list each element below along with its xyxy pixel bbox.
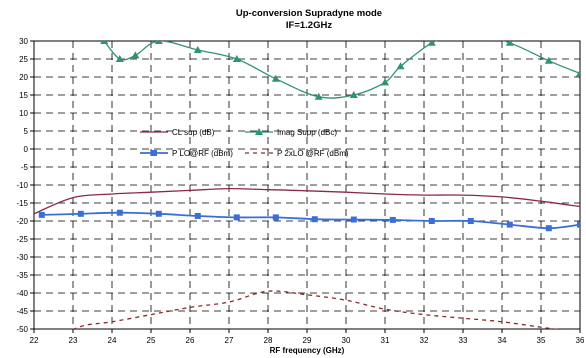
square-marker	[350, 216, 357, 223]
x-tick-label: 31	[381, 336, 390, 345]
legend-label: CL sup (dB)	[172, 128, 215, 137]
triangle-marker	[381, 78, 389, 86]
x-tick-label: 22	[30, 336, 39, 345]
triangle-marker	[193, 46, 202, 53]
y-tick-label: 25	[19, 55, 28, 64]
y-tick-label: -45	[16, 307, 28, 316]
square-marker	[545, 225, 552, 232]
y-tick-label: -50	[16, 325, 28, 334]
x-tick-label: 33	[459, 336, 468, 345]
triangle-marker	[396, 62, 405, 70]
x-tick-label: 30	[342, 336, 351, 345]
x-tick-label: 28	[264, 336, 273, 345]
x-tick-label: 25	[147, 336, 156, 345]
triangle-marker	[271, 74, 280, 82]
triangle-marker	[544, 56, 553, 64]
legend-item: Imag Supp (dBc)	[245, 128, 337, 137]
series-group	[34, 187, 580, 215]
legend-label: Imag Supp (dBc)	[277, 128, 337, 137]
series-group	[502, 41, 580, 77]
gridlines	[34, 41, 580, 329]
legend-item: P LO@RF (dBm)	[140, 149, 233, 158]
legend-item: CL sup (dB)	[140, 128, 215, 137]
series-group	[100, 41, 438, 100]
legend-label: P 2xLO @RF (dBm)	[277, 149, 349, 158]
series-line	[502, 41, 580, 75]
x-axis: 22 23 24 25 26 27 28 29 30 31 32 33 34 35 36	[30, 329, 585, 345]
series-group	[38, 209, 580, 232]
y-tick-label: -30	[16, 253, 28, 262]
triangle-marker	[232, 55, 241, 62]
chart-title: Up-conversion Supradyne mode	[236, 8, 382, 19]
x-tick-label: 35	[537, 336, 546, 345]
triangle-marker	[154, 41, 163, 44]
triangle-marker	[349, 91, 358, 98]
square-marker	[233, 214, 240, 221]
x-tick-label: 26	[186, 336, 195, 345]
y-tick-label: -15	[16, 199, 28, 208]
series-layer	[34, 41, 580, 329]
y-tick-label: 5	[24, 127, 29, 136]
y-tick-label: -35	[16, 271, 28, 280]
y-tick-label: 20	[19, 73, 28, 82]
x-tick-label: 24	[108, 336, 117, 345]
y-tick-label: -20	[16, 217, 28, 226]
y-tick-label: 30	[19, 37, 28, 46]
square-marker	[311, 216, 318, 223]
series-line	[72, 290, 559, 329]
y-tick-label: -25	[16, 235, 28, 244]
x-tick-label: 36	[576, 336, 585, 345]
series-line	[103, 41, 438, 99]
legend-item: P 2xLO @RF (dBm)	[245, 149, 349, 158]
triangle-marker	[427, 41, 436, 46]
square-marker	[77, 210, 84, 217]
square-marker	[389, 216, 396, 223]
x-tick-label: 29	[303, 336, 312, 345]
x-tick-label: 27	[225, 336, 234, 345]
legend: CL sup (dB) Imag Supp (dBc) P LO@RF (dBm) P…	[140, 128, 349, 158]
y-tick-label: -10	[16, 181, 28, 190]
triangle-marker	[100, 41, 109, 44]
x-tick-label: 32	[420, 336, 429, 345]
triangle-marker	[505, 41, 514, 46]
x-tick-label: 23	[69, 336, 78, 345]
triangle-marker	[131, 51, 140, 59]
x-axis-label: RF frequency (GHz)	[270, 346, 345, 355]
square-marker	[194, 212, 201, 219]
square-marker	[506, 221, 513, 228]
y-tick-label: -5	[21, 163, 29, 172]
y-tick-label: -40	[16, 289, 28, 298]
x-tick-label: 34	[498, 336, 507, 345]
series-group	[72, 290, 559, 329]
y-axis: 30 25 20 15 10 5 0 -5 -10 -15 -20 -25 -30 -35 -40 -45 -5…	[16, 37, 34, 334]
series-line	[34, 187, 580, 215]
chart-subtitle: IF=1.2GHz	[286, 20, 332, 31]
y-tick-label: 10	[19, 109, 28, 118]
legend-label: P LO@RF (dBm)	[172, 149, 233, 158]
triangle-marker	[314, 92, 323, 100]
y-tick-label: 15	[19, 91, 28, 100]
square-marker	[428, 218, 435, 224]
square-marker	[151, 150, 157, 156]
square-marker	[155, 210, 162, 217]
square-marker	[272, 214, 279, 221]
square-marker	[116, 209, 123, 216]
triangle-marker	[115, 55, 124, 62]
y-tick-label: 0	[24, 145, 29, 154]
triangle-marker	[576, 69, 580, 77]
square-marker	[577, 221, 580, 228]
triangle-marker	[255, 128, 263, 135]
square-marker	[38, 211, 45, 218]
square-marker	[467, 218, 474, 224]
